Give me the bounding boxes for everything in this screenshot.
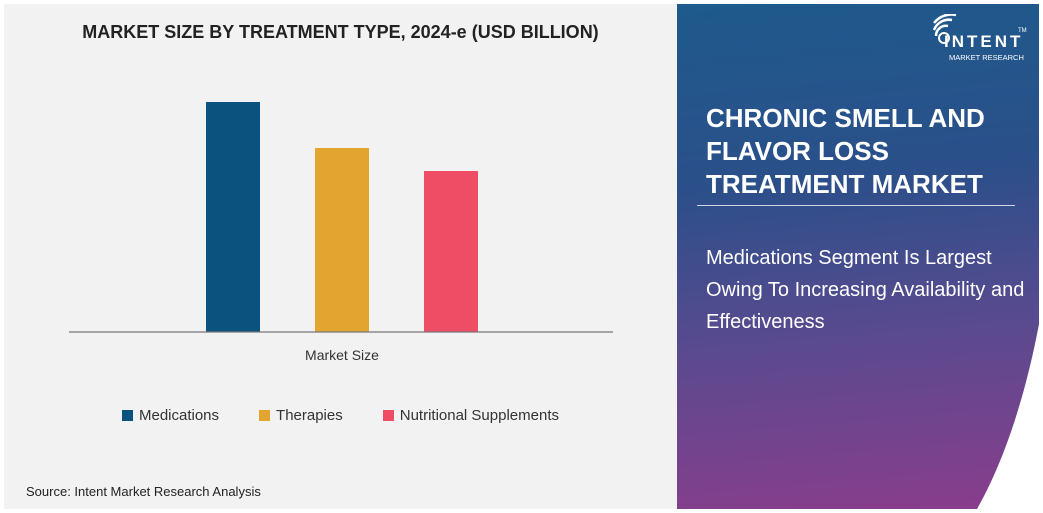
bar-therapies xyxy=(315,148,369,332)
legend-item-nutritional-supplements: Nutritional Supplements xyxy=(382,407,559,424)
logo-subtitle: MARKET RESEARCH xyxy=(949,53,1024,62)
bar-nutritional-supplements xyxy=(424,171,478,332)
x-category-label: Market Size xyxy=(305,347,379,363)
legend-label: Therapies xyxy=(276,407,343,424)
legend-item-therapies: Therapies xyxy=(259,407,343,424)
legend-swatch xyxy=(382,410,394,421)
divider xyxy=(697,205,1015,206)
legend-label: Nutritional Supplements xyxy=(399,407,559,424)
bar-chart xyxy=(69,102,613,333)
decorative-curve xyxy=(977,324,1039,509)
market-insight: Medications Segment Is Largest Owing To … xyxy=(706,247,1025,333)
signal-icon xyxy=(932,13,957,44)
bar-medications xyxy=(206,102,260,332)
legend-swatch xyxy=(121,410,133,421)
logo-tm: TM xyxy=(1018,28,1027,34)
legend-label: Medications xyxy=(138,407,220,424)
source-note: Source: Intent Market Research Analysis xyxy=(26,484,261,499)
logo-brand: INTENT xyxy=(944,32,1024,51)
legend-item-medications: Medications xyxy=(121,407,220,424)
intent-logo: INTENT TM MARKET RESEARCH xyxy=(932,13,1032,64)
chart-title: MARKET SIZE BY TREATMENT TYPE, 2024-e (U… xyxy=(82,22,599,42)
chart-panel: MARKET SIZE BY TREATMENT TYPE, 2024-e (U… xyxy=(4,4,677,509)
legend: Medications Therapies Nutritional Supple… xyxy=(4,407,677,424)
market-heading: CHRONIC SMELL AND FLAVOR LOSS TREATMENT … xyxy=(706,103,985,199)
info-panel: INTENT TM MARKET RESEARCH CHRONIC SMELL … xyxy=(677,4,1039,509)
legend-swatch xyxy=(259,410,271,421)
